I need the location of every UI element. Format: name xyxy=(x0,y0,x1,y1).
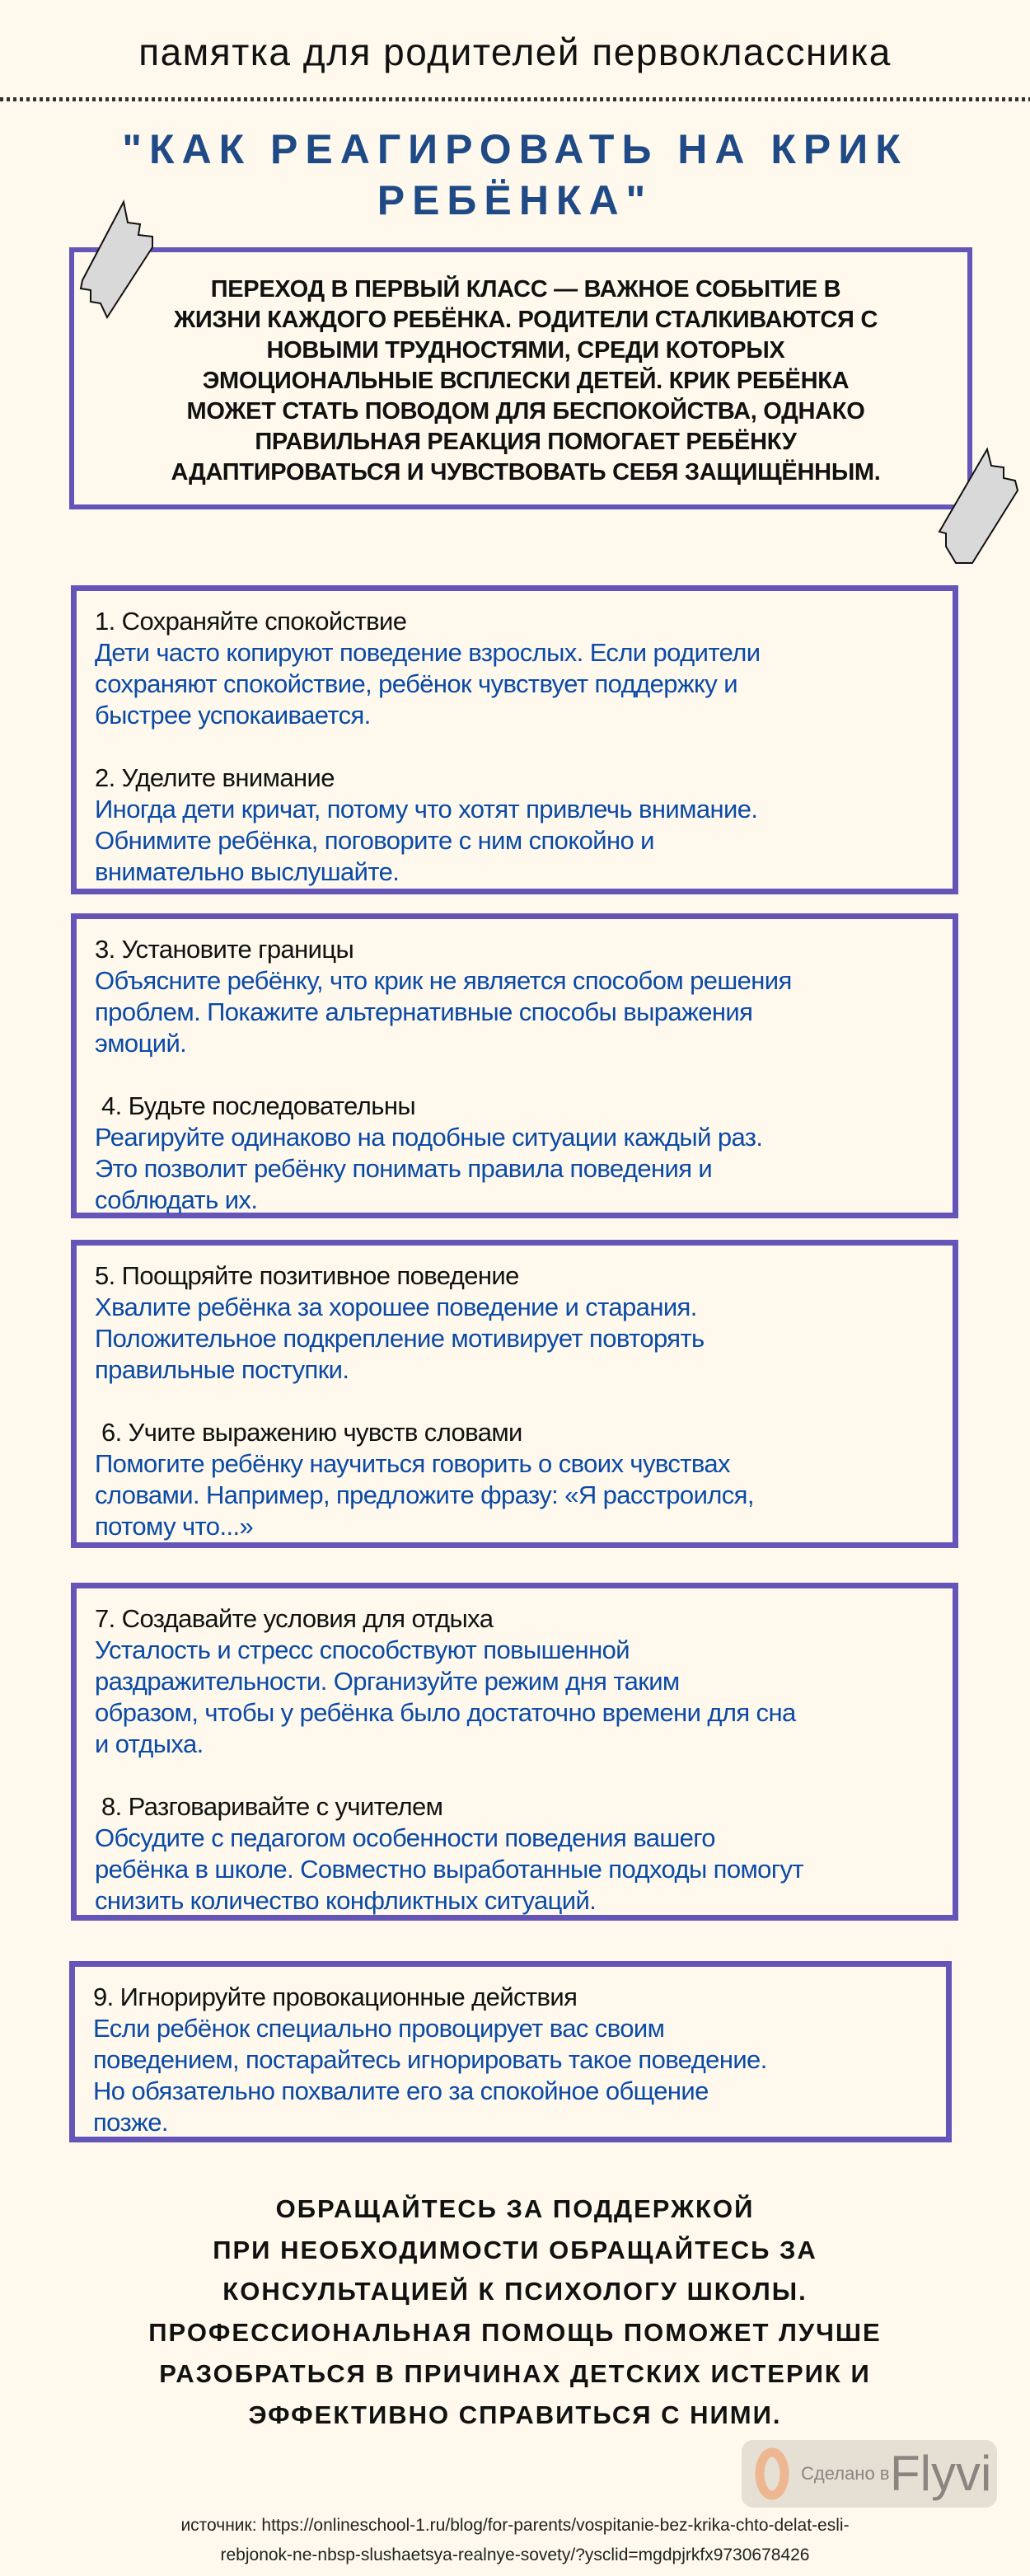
tip-text: проблем. Покажите альтернативные способы… xyxy=(95,997,753,1026)
support-line: разобраться в причинах детских истерик и xyxy=(159,2359,871,2388)
source-line[interactable]: источник: https://onlineschool-1.ru/blog… xyxy=(180,2516,850,2535)
support-line: Обращайтесь за поддержкой xyxy=(275,2194,755,2223)
page-subtitle: памятка для родителей первоклассника xyxy=(138,30,892,73)
tape-icon xyxy=(938,447,1019,564)
watermark-brand: Flyvi xyxy=(890,2446,992,2501)
tip-text: снизить количество конфликтных ситуаций. xyxy=(95,1886,597,1915)
spacer xyxy=(95,1760,944,1791)
tip-text: Но обязательно похвалите его за спокойно… xyxy=(93,2076,709,2105)
watermark-made-in: Сделано в xyxy=(801,2463,890,2484)
flyvi-watermark[interactable]: Сделано в Flyvi xyxy=(742,2440,997,2508)
intro-line: жизни каждого ребёнка. Родители сталкива… xyxy=(173,307,878,333)
intro-line: адаптироваться и чувствовать себя защищё… xyxy=(171,459,881,486)
tip-text: Обсудите с педагогом особенности поведен… xyxy=(95,1823,716,1852)
intro-frame xyxy=(69,247,972,509)
support-section: Обращайтесь за поддержкой При необходимо… xyxy=(0,2189,1030,2436)
spacer xyxy=(95,1386,944,1417)
tip-title: 1. Сохраняйте спокойствие xyxy=(95,607,407,636)
tip-title: 2. Уделите внимание xyxy=(95,763,335,792)
tips-content: 1. Сохраняйте спокойствие Дети часто копи… xyxy=(95,606,944,888)
tip-text: эмоций. xyxy=(95,1029,187,1058)
support-line: консультацией к психологу школы. xyxy=(222,2277,808,2306)
tip-text: внимательно выслушайте. xyxy=(95,857,400,886)
tip-text: позже. xyxy=(93,2108,168,2137)
intro-line: эмоциональные всплески детей. Крик ребён… xyxy=(202,368,850,394)
title-line: "КАК РЕАГИРОВАТЬ НА КРИК xyxy=(122,126,908,172)
tip-text: ребёнка в школе. Совместно выработанные … xyxy=(95,1855,804,1884)
source-line[interactable]: rebjonok-ne-nbsp-slushaetsya-realnye-sov… xyxy=(220,2546,810,2564)
tips-box: 1. Сохраняйте спокойствие Дети часто копи… xyxy=(71,585,958,894)
spacer xyxy=(95,731,944,762)
flyvi-logo-icon xyxy=(755,2447,789,2500)
tip-title: 5. Поощряйте позитивное поведение xyxy=(95,1261,519,1290)
spacer xyxy=(95,1059,944,1091)
tip-title: 6. Учите выражению чувств словами xyxy=(95,1418,522,1447)
dotted-divider xyxy=(0,97,1030,101)
tip-title: 4. Будьте последовательны xyxy=(95,1091,416,1120)
tip-text: Помогите ребёнку научиться говорить о св… xyxy=(95,1449,731,1478)
tip-text: раздражительности. Организуйте режим дня… xyxy=(95,1667,680,1696)
tip-text: Объясните ребёнку, что крик не является … xyxy=(95,966,792,995)
tip-text: и отдыха. xyxy=(95,1729,204,1758)
intro-line: Переход в первый класс — важное событие … xyxy=(210,276,841,303)
tip-text: быстрее успокаивается. xyxy=(95,701,371,730)
intro-line: новыми трудностями, среди которых xyxy=(266,337,785,364)
tape-icon xyxy=(79,199,153,320)
tips-box: 7. Создавайте условия для отдыха Усталост… xyxy=(71,1583,958,1921)
page-title: "КАК РЕАГИРОВАТЬ НА КРИК РЕБЁНКА" xyxy=(33,124,997,226)
support-line: Профессиональная помощь поможет лучше xyxy=(148,2318,882,2347)
tip-text: Если ребёнок специально провоцирует вас … xyxy=(93,2014,665,2043)
tips-content: 3. Установите границы Объясните ребёнку, … xyxy=(95,934,944,1216)
tip-text: соблюдать их. xyxy=(95,1185,258,1214)
tip-title: 9. Игнорируйте провокационные действия xyxy=(93,1982,578,2011)
tip-text: Иногда дети кричат, потому что хотят при… xyxy=(95,795,758,823)
tip-text: Обнимите ребёнка, поговорите с ним споко… xyxy=(95,826,654,855)
tip-text: Это позволит ребёнку понимать правила по… xyxy=(95,1154,713,1183)
tips-content: 9. Игнорируйте провокационные действия Ес… xyxy=(93,1982,938,2138)
tip-text: потому что...» xyxy=(95,1512,254,1541)
tip-text: Реагируйте одинаково на подобные ситуаци… xyxy=(95,1123,763,1152)
tip-text: правильные поступки. xyxy=(95,1355,349,1384)
support-line: эффективно справиться с ними. xyxy=(248,2400,782,2429)
tips-box: 9. Игнорируйте провокационные действия Ес… xyxy=(69,1961,952,2142)
intro-text: Переход в первый класс — важное событие … xyxy=(69,274,982,488)
tip-title: 8. Разговаривайте с учителем xyxy=(95,1792,443,1821)
source-citation: источник: https://onlineschool-1.ru/blog… xyxy=(0,2511,1030,2570)
tips-content: 5. Поощряйте позитивное поведение Хвалите… xyxy=(95,1260,944,1542)
tips-box: 5. Поощряйте позитивное поведение Хвалите… xyxy=(71,1240,958,1548)
intro-line: может стать поводом для беспокойства, од… xyxy=(186,398,865,425)
tip-title: 7. Создавайте условия для отдыха xyxy=(95,1604,494,1633)
tip-text: сохраняют спокойствие, ребёнок чувствует… xyxy=(95,669,738,698)
tip-text: поведением, постарайтесь игнорировать та… xyxy=(93,2045,767,2074)
tip-text: Дети часто копируют поведение взрослых. … xyxy=(95,638,761,667)
tip-title: 3. Установите границы xyxy=(95,935,354,964)
intro-line: правильная реакция помогает ребёнку xyxy=(255,429,797,455)
tips-content: 7. Создавайте условия для отдыха Усталост… xyxy=(95,1603,944,1917)
support-line: При необходимости обращайтесь за xyxy=(213,2236,817,2264)
tip-text: образом, чтобы у ребёнка было достаточно… xyxy=(95,1698,796,1727)
tip-text: Хвалите ребёнка за хорошее поведение и с… xyxy=(95,1293,697,1321)
tips-box: 3. Установите границы Объясните ребёнку, … xyxy=(71,913,958,1218)
tip-text: Усталость и стресс способствуют повышенн… xyxy=(95,1635,630,1664)
title-line: РЕБЁНКА" xyxy=(377,177,653,223)
tip-text: словами. Например, предложите фразу: «Я … xyxy=(95,1480,754,1509)
tip-text: Положительное подкрепление мотивирует по… xyxy=(95,1324,705,1353)
